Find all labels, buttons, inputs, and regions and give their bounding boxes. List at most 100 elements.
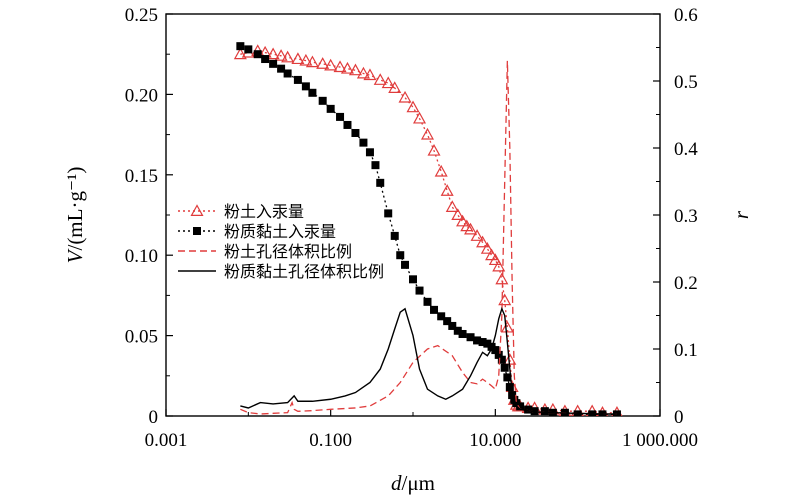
series-1-point	[485, 248, 499, 261]
series-2-point	[458, 329, 467, 338]
series-1-point	[445, 200, 459, 212]
legend-label-4: 粉质黏土孔径体积比例	[224, 262, 384, 281]
series-1-point	[464, 222, 478, 235]
series-1-point	[488, 253, 502, 266]
series-1-point	[356, 66, 370, 79]
series-2-point	[448, 321, 457, 330]
y-axis-title-left-unit: /(mL·g⁻¹)	[63, 167, 87, 251]
y-axis-title-right: r	[729, 210, 753, 219]
series-1-point	[492, 259, 506, 272]
series-2-point	[497, 355, 506, 364]
series-2-point	[351, 128, 360, 137]
x-tick-label: 10.000	[469, 430, 521, 451]
legend-marker-1	[190, 204, 204, 216]
series-1-point	[274, 49, 288, 61]
legend-label-1: 粉土入汞量	[224, 202, 304, 221]
series-2-point	[343, 120, 352, 129]
y-right-tick-label: 0.5	[674, 72, 698, 93]
series-2-point	[301, 82, 310, 91]
series-1-point	[495, 272, 509, 285]
legend-label-3: 粉土孔径体积比例	[224, 242, 352, 261]
series-2-point	[500, 363, 509, 372]
series-2-point	[423, 297, 432, 306]
series-1-point	[281, 50, 295, 63]
y-left-tick-label: 0.10	[125, 246, 158, 267]
x-tick-label: 1 000.000	[622, 430, 698, 451]
y-left-tick-label: 0.15	[125, 166, 158, 187]
series-2-point	[409, 275, 417, 284]
legend-marker-2	[193, 227, 201, 235]
x-tick-label: 0.100	[309, 430, 352, 451]
series-1-point	[340, 61, 354, 74]
y-right-tick-label: 0.3	[674, 206, 698, 227]
y-right-tick-label: 0.2	[674, 273, 698, 294]
series-1-point	[480, 242, 494, 254]
series-1-point	[420, 127, 435, 140]
series-1-point	[406, 100, 420, 113]
series-line-3	[240, 60, 617, 415]
series-1-point	[373, 73, 387, 85]
y-left-tick-label: 0	[149, 407, 159, 428]
y-left-tick-label: 0.25	[125, 5, 158, 26]
legend-label-2: 粉质黏土入汞量	[224, 222, 336, 241]
y-left-tick-label: 0.05	[125, 327, 158, 348]
series-1-point	[305, 55, 319, 68]
series-2-point	[598, 410, 607, 416]
series-2-point	[415, 286, 424, 295]
y-right-tick-label: 0.1	[674, 340, 698, 361]
y-left-tick-label: 0.20	[125, 85, 158, 106]
x-tick-label: 0.001	[145, 430, 188, 451]
series-1-point	[266, 47, 280, 60]
series-layer	[233, 42, 623, 416]
series-2-point	[365, 148, 374, 157]
series-2-point	[253, 50, 262, 59]
x-axis-title-var: d	[391, 471, 402, 495]
series-2-point	[508, 391, 517, 400]
series-2-point	[443, 317, 452, 326]
series-line-4	[240, 306, 617, 415]
series-1-point	[470, 229, 484, 241]
series-1-point	[348, 63, 362, 76]
series-2-point	[505, 383, 514, 392]
series-2-point	[318, 96, 327, 105]
series-2-point	[293, 75, 302, 84]
series-2-point	[376, 178, 385, 187]
series-1-point	[476, 235, 490, 248]
series-1-point	[434, 164, 448, 177]
series-2-point	[401, 260, 410, 269]
series-1-point	[500, 320, 514, 333]
series-2-point	[530, 407, 539, 416]
series-2-point	[261, 55, 270, 64]
y-right-tick-label: 0.6	[674, 5, 698, 26]
series-2-point	[612, 410, 621, 416]
series-1-point	[333, 60, 347, 73]
series-2-point	[494, 350, 503, 359]
series-1-point	[381, 76, 395, 89]
series-2-point	[371, 161, 380, 170]
series-2-point	[384, 209, 393, 218]
series-2-point	[269, 59, 278, 68]
series-2-point	[336, 112, 345, 121]
series-1-point	[451, 208, 465, 220]
series-2-point	[359, 138, 368, 147]
series-1-point	[412, 111, 427, 124]
series-2-point	[483, 339, 492, 348]
series-2-point	[396, 251, 405, 260]
series-2-point	[236, 42, 245, 51]
series-1-point	[498, 293, 512, 306]
series-2-point	[453, 326, 462, 335]
y-axis-title-left-var: V	[63, 248, 87, 263]
series-2-point	[540, 407, 549, 416]
series-1-point	[398, 90, 412, 103]
series-2-point	[430, 305, 439, 314]
series-1-point	[363, 68, 377, 81]
series-1-point	[388, 81, 402, 93]
x-axis-title: d/μm	[391, 471, 435, 495]
series-2-point	[516, 402, 525, 411]
series-2-point	[524, 405, 533, 414]
series-2-point	[244, 45, 253, 54]
series-2-point	[283, 69, 292, 78]
x-axis-title-unit: /μm	[402, 471, 435, 495]
y-right-tick-label: 0.4	[674, 139, 698, 160]
